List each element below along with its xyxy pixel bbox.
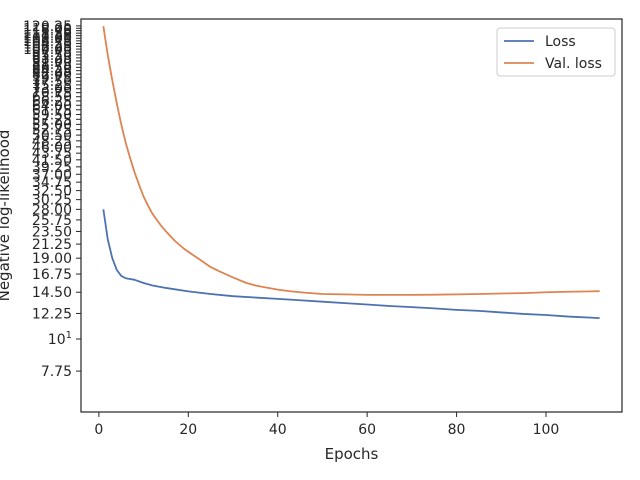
y-tick-label: 48.25 bbox=[32, 134, 72, 150]
series-line-loss bbox=[102, 209, 600, 320]
y-tick-label: 86.50 bbox=[32, 60, 72, 76]
x-tick-label: 60 bbox=[358, 422, 376, 438]
legend-label-val-loss: Val. loss bbox=[545, 56, 602, 72]
y-tick-label: 28.00 bbox=[32, 202, 72, 218]
y-axis: 7.75 101 12.25 14.50 16.7519.0021.2523.5025.… bbox=[23, 19, 81, 380]
y-tick-label: 19.00 bbox=[32, 251, 72, 267]
y-tick-label: 91.00 bbox=[32, 54, 72, 70]
y-tick-label: 84.25 bbox=[32, 64, 72, 80]
y-tick-label: 25.75 bbox=[32, 213, 72, 229]
y-tick-label: 79.75 bbox=[32, 71, 72, 87]
x-axis-label: Epochs bbox=[325, 445, 379, 463]
y-tick-label: 97.75 bbox=[32, 45, 72, 61]
y-tick-label: 111.25 bbox=[23, 29, 72, 45]
y-tick-label: 109.00 bbox=[23, 31, 72, 47]
legend-label-loss: Loss bbox=[545, 34, 576, 50]
y-tick-label: 50.50 bbox=[32, 128, 72, 144]
y-tick-label: 21.25 bbox=[32, 237, 72, 253]
y-tick-label: 64.00 bbox=[32, 98, 72, 114]
y-tick-label: 70.75 bbox=[32, 86, 72, 102]
y-tick-label: 75.25 bbox=[32, 78, 72, 94]
y-tick-label: 115.75 bbox=[23, 24, 72, 40]
y-tick-label: 118.00 bbox=[23, 21, 72, 37]
y-tick-label: 82.00 bbox=[32, 67, 72, 83]
y-tick-label: 77.50 bbox=[32, 74, 72, 90]
y-tick-label: 68.50 bbox=[32, 90, 72, 106]
y-tick-label: 34.75 bbox=[32, 175, 72, 191]
y-tick-label: 95.50 bbox=[32, 48, 72, 64]
y-tick-label: 14.50 bbox=[32, 285, 72, 301]
x-tick-label: 80 bbox=[448, 422, 466, 438]
y-tick-label: 41.50 bbox=[32, 153, 72, 169]
y-tick-label: 106.75 bbox=[23, 34, 72, 50]
y-tick-label: 59.50 bbox=[32, 107, 72, 123]
x-axis: 0 20 40 60 80 100 bbox=[94, 412, 559, 438]
y-tick-label: 104.50 bbox=[23, 37, 72, 53]
y-tick-label: 88.75 bbox=[32, 57, 72, 73]
y-tick-label: 12.25 bbox=[32, 306, 72, 322]
y-tick-label: 57.25 bbox=[32, 112, 72, 128]
y-tick-label: 113.50 bbox=[23, 26, 72, 42]
legend-box bbox=[496, 27, 616, 77]
y-tick-label: 23.50 bbox=[32, 224, 72, 240]
y-tick-label: 73.00 bbox=[32, 82, 72, 98]
y-tick-label: 66.25 bbox=[32, 94, 72, 110]
x-tick-label: 0 bbox=[94, 422, 103, 438]
y-tick-label: 61.75 bbox=[32, 103, 72, 119]
y-tick-label: 7.75 bbox=[41, 364, 72, 380]
y-tick-label: 30.25 bbox=[32, 193, 72, 209]
y-tick-label: 100.00 bbox=[23, 42, 72, 58]
y-axis-label: Negative log-likelihood bbox=[0, 130, 13, 302]
plot-area bbox=[102, 26, 600, 320]
y-tick-label: 102.25 bbox=[23, 39, 72, 55]
x-tick-label: 20 bbox=[179, 422, 197, 438]
series-line-val-loss bbox=[102, 26, 600, 296]
y-tick-label: 101 bbox=[48, 330, 72, 348]
y-tick-label: 39.25 bbox=[32, 160, 72, 176]
y-tick-label: 52.75 bbox=[32, 123, 72, 139]
y-tick-label: 43.75 bbox=[32, 146, 72, 162]
y-tick-label: 46.00 bbox=[32, 140, 72, 156]
y-tick-label: 37.00 bbox=[32, 167, 72, 183]
y-tick-label: 120.25 bbox=[23, 19, 72, 35]
y-tick-label: 32.50 bbox=[32, 184, 72, 200]
x-tick-label: 100 bbox=[533, 422, 560, 438]
x-tick-label: 40 bbox=[269, 422, 287, 438]
legend: Loss Val. loss bbox=[496, 27, 616, 77]
y-tick-label: 55.00 bbox=[32, 117, 72, 133]
y-tick-label: 16.75 bbox=[32, 267, 72, 283]
y-tick-label: 93.25 bbox=[32, 51, 72, 67]
axes-frame bbox=[80, 18, 623, 413]
